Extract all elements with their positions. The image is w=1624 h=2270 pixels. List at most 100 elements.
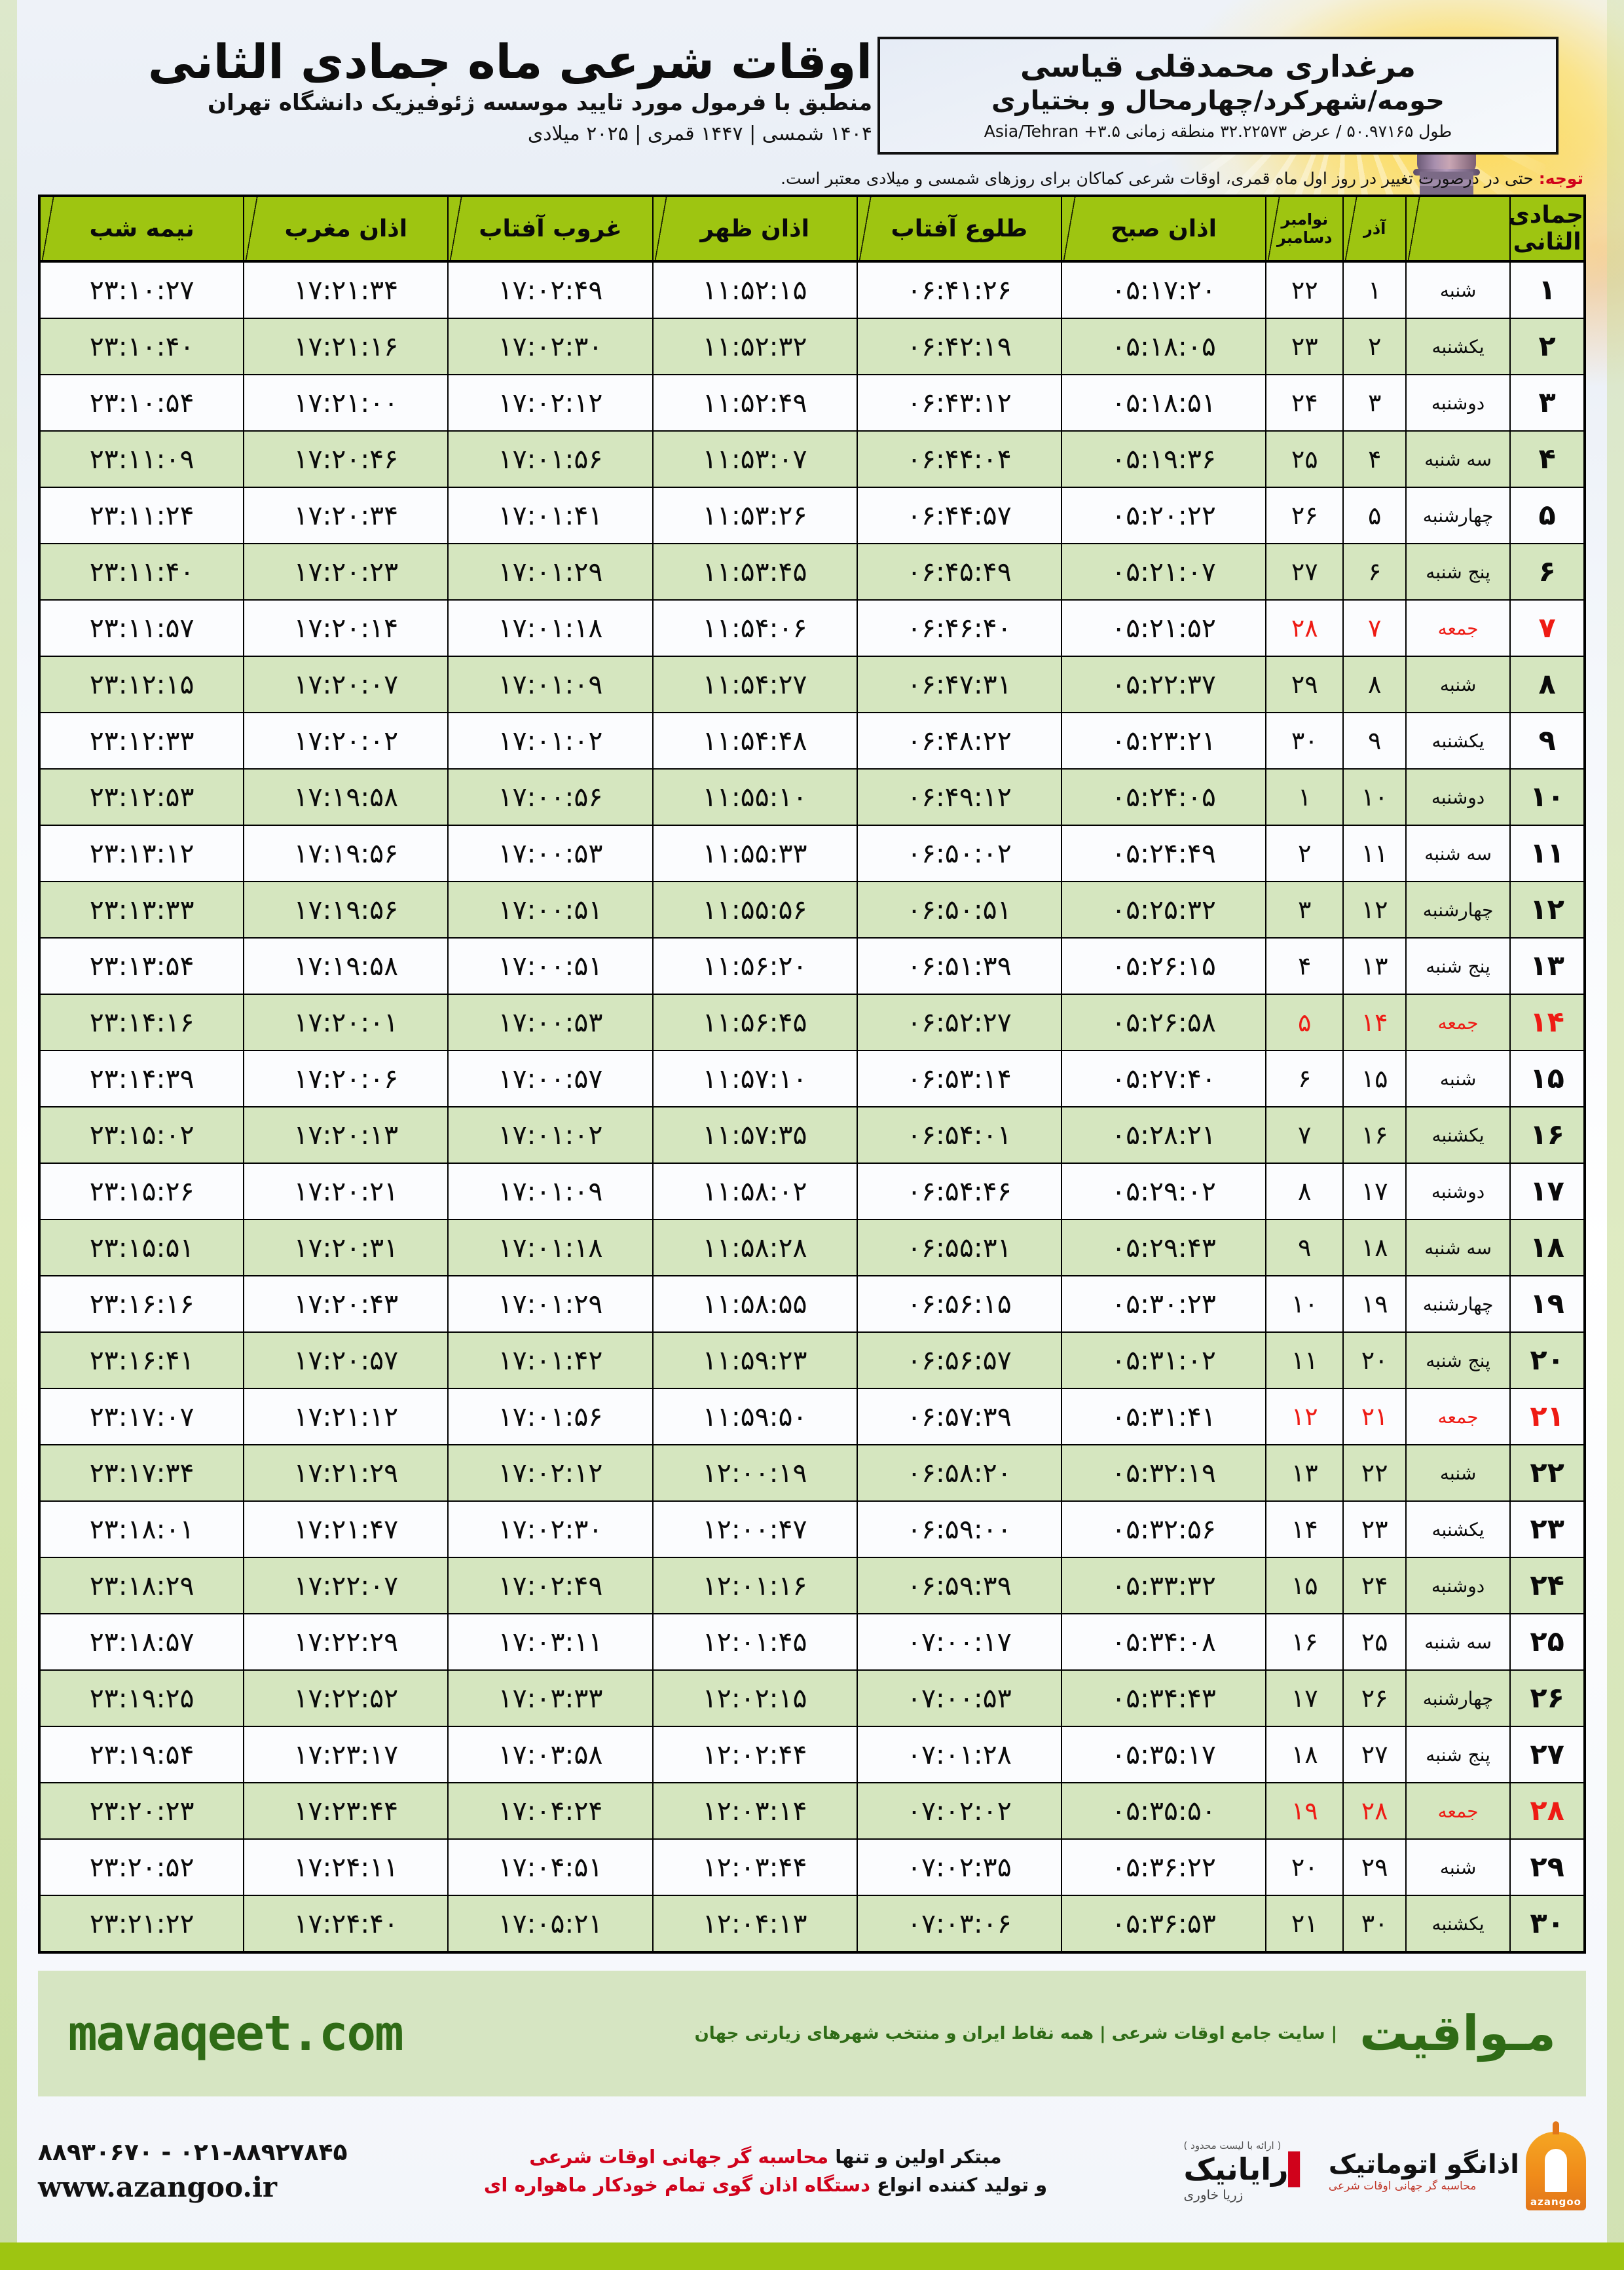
cell-gregorian-day: ۱۴: [1265, 1500, 1344, 1558]
cell-azar-day: ۲۳: [1342, 1500, 1407, 1558]
cell-midnight: ۲۳:۱۱:۴۰: [38, 543, 245, 601]
cell-maghrib: ۱۷:۲۴:۴۰: [243, 1895, 449, 1953]
cell-gregorian-day: ۲۵: [1265, 430, 1344, 488]
cell-weekday: شنبه: [1405, 656, 1511, 713]
cell-fajr: ۰۵:۱۸:۰۵: [1060, 318, 1267, 375]
cell-fajr: ۰۵:۲۸:۲۱: [1060, 1106, 1267, 1164]
cell-fajr: ۰۵:۱۷:۲۰: [1060, 261, 1267, 319]
cell-weekday: یکشنبه: [1405, 712, 1511, 770]
contact-website[interactable]: www.azangoo.ir: [38, 2171, 278, 2203]
cell-sunset: ۱۷:۰۰:۵۳: [447, 994, 654, 1051]
cell-sunset: ۱۷:۰۳:۵۸: [447, 1726, 654, 1783]
cell-midnight: ۲۳:۱۰:۴۰: [38, 318, 245, 375]
cell-sunrise: ۰۷:۰۳:۰۶: [856, 1895, 1062, 1953]
cell-maghrib: ۱۷:۲۰:۴۳: [243, 1275, 449, 1333]
location-info-box: مرغداری محمدقلی قیاسی حومه/شهرکرد/چهارمح…: [877, 37, 1559, 155]
cell-maghrib: ۱۷:۲۱:۰۰: [243, 374, 449, 432]
cell-sunrise: ۰۶:۴۲:۱۹: [856, 318, 1062, 375]
cell-maghrib: ۱۷:۲۱:۴۷: [243, 1500, 449, 1558]
cell-hijri-day: ۲۸: [1509, 1782, 1585, 1840]
cell-fajr: ۰۵:۲۱:۰۷: [1060, 543, 1267, 601]
cell-maghrib: ۱۷:۲۰:۰۷: [243, 656, 449, 713]
footer-logos: azangoo اذانگو اتوماتیک محاسبه گر جهانی …: [1184, 2121, 1586, 2210]
cell-gregorian-day: ۱۰: [1265, 1275, 1344, 1333]
prayer-times-table-wrapper: جمادی الثانی آذر نوامبر دسامبر اذان صبح …: [0, 195, 1624, 1954]
cell-azar-day: ۲۱: [1342, 1388, 1407, 1445]
cell-gregorian-day: ۱۸: [1265, 1726, 1344, 1783]
table-row: ۸ شنبه ۸ ۲۹ ۰۵:۲۲:۳۷ ۰۶:۴۷:۳۱ ۱۱:۵۴:۲۷ ۱۷:۰۱:۰۹…: [38, 656, 1585, 713]
cell-hijri-day: ۷: [1509, 599, 1585, 657]
cell-midnight: ۲۳:۱۴:۳۹: [38, 1050, 245, 1107]
cell-azar-day: ۲۲: [1342, 1444, 1407, 1502]
cell-hijri-day: ۲۰: [1509, 1331, 1585, 1389]
cell-sunrise: ۰۶:۵۹:۰۰: [856, 1500, 1062, 1558]
cell-sunrise: ۰۶:۵۶:۱۵: [856, 1275, 1062, 1333]
cell-dhuhr: ۱۱:۵۴:۰۶: [652, 599, 858, 657]
cell-azar-day: ۱۰: [1342, 768, 1407, 826]
cell-hijri-day: ۴: [1509, 430, 1585, 488]
cell-midnight: ۲۳:۱۰:۵۴: [38, 374, 245, 432]
cell-fajr: ۰۵:۳۴:۴۳: [1060, 1669, 1267, 1727]
cell-midnight: ۲۳:۱۲:۱۵: [38, 656, 245, 713]
cell-dhuhr: ۱۱:۵۲:۱۵: [652, 261, 858, 319]
cell-midnight: ۲۳:۱۰:۲۷: [38, 261, 245, 319]
cell-sunrise: ۰۷:۰۱:۲۸: [856, 1726, 1062, 1783]
cell-sunset: ۱۷:۰۲:۳۰: [447, 318, 654, 375]
cell-weekday: پنج شنبه: [1405, 937, 1511, 995]
cell-maghrib: ۱۷:۲۱:۱۲: [243, 1388, 449, 1445]
mavaqeet-url[interactable]: mavaqeet.com: [68, 2005, 404, 2062]
cell-sunset: ۱۷:۰۴:۲۴: [447, 1782, 654, 1840]
cell-hijri-day: ۲۵: [1509, 1613, 1585, 1671]
cell-sunset: ۱۷:۰۱:۰۹: [447, 1163, 654, 1220]
cell-sunset: ۱۷:۰۵:۲۱: [447, 1895, 654, 1953]
cell-hijri-day: ۲۹: [1509, 1838, 1585, 1896]
azangoo-logo-title: اذانگو اتوماتیک: [1328, 2149, 1520, 2180]
column-header-azar: آذر: [1342, 195, 1407, 263]
cell-dhuhr: ۱۱:۵۸:۰۲: [652, 1163, 858, 1220]
cell-gregorian-day: ۴: [1265, 937, 1344, 995]
cell-sunrise: ۰۶:۵۰:۰۲: [856, 825, 1062, 882]
cell-dhuhr: ۱۱:۵۹:۵۰: [652, 1388, 858, 1445]
cell-weekday: چهارشنبه: [1405, 1669, 1511, 1727]
cell-azar-day: ۴: [1342, 430, 1407, 488]
cell-weekday: جمعه: [1405, 1388, 1511, 1445]
cell-dhuhr: ۱۱:۵۴:۲۷: [652, 656, 858, 713]
cell-sunset: ۱۷:۰۲:۴۹: [447, 261, 654, 319]
table-row: ۱۵ شنبه ۱۵ ۶ ۰۵:۲۷:۴۰ ۰۶:۵۳:۱۴ ۱۱:۵۷:۱۰ ۱۷:۰۰:۵…: [38, 1050, 1585, 1107]
cell-sunrise: ۰۶:۴۳:۱۲: [856, 374, 1062, 432]
rayaneek-dot-icon: ▌: [1288, 2151, 1312, 2187]
cell-sunset: ۱۷:۰۳:۱۱: [447, 1613, 654, 1671]
cell-hijri-day: ۲۷: [1509, 1726, 1585, 1783]
cell-weekday: شنبه: [1405, 261, 1511, 319]
cell-hijri-day: ۱۴: [1509, 994, 1585, 1051]
cell-azar-day: ۱۱: [1342, 825, 1407, 882]
column-header-sunrise: طلوع آفتاب: [856, 195, 1062, 263]
cell-maghrib: ۱۷:۲۰:۰۶: [243, 1050, 449, 1107]
cell-azar-day: ۲: [1342, 318, 1407, 375]
cell-hijri-day: ۳۰: [1509, 1895, 1585, 1953]
cell-fajr: ۰۵:۲۴:۴۹: [1060, 825, 1267, 882]
note-label: توجه:: [1538, 169, 1583, 188]
rayaneek-logo: ( ارائه با لیست محدود ) ▌رایانیک زریا خا…: [1184, 2140, 1312, 2203]
cell-sunrise: ۰۷:۰۲:۰۲: [856, 1782, 1062, 1840]
table-row: ۹ یکشنبه ۹ ۳۰ ۰۵:۲۳:۲۱ ۰۶:۴۸:۲۲ ۱۱:۵۴:۴۸ ۱۷:۰۱:…: [38, 712, 1585, 770]
cell-dhuhr: ۱۲:۰۲:۴۴: [652, 1726, 858, 1783]
cell-hijri-day: ۲۱: [1509, 1388, 1585, 1445]
column-header-fajr: اذان صبح: [1060, 195, 1267, 263]
cell-midnight: ۲۳:۱۹:۵۴: [38, 1726, 245, 1783]
table-row: ۷ جمعه ۷ ۲۸ ۰۵:۲۱:۵۲ ۰۶:۴۶:۴۰ ۱۱:۵۴:۰۶ ۱۷:۰۱:۱۸…: [38, 599, 1585, 657]
cell-fajr: ۰۵:۳۵:۱۷: [1060, 1726, 1267, 1783]
cell-sunrise: ۰۶:۴۷:۳۱: [856, 656, 1062, 713]
cell-sunrise: ۰۶:۴۹:۱۲: [856, 768, 1062, 826]
cell-hijri-day: ۲۴: [1509, 1557, 1585, 1614]
cell-sunset: ۱۷:۰۲:۴۹: [447, 1557, 654, 1614]
cell-maghrib: ۱۷:۲۰:۳۴: [243, 487, 449, 544]
calendar-years: ۱۴۰۴ شمسی | ۱۴۴۷ قمری | ۲۰۲۵ میلادی: [527, 122, 872, 146]
important-note: توجه: حتی در درصورت تغییر در روز اول ماه…: [0, 164, 1624, 195]
cell-midnight: ۲۳:۱۷:۰۷: [38, 1388, 245, 1445]
cell-weekday: چهارشنبه: [1405, 1275, 1511, 1333]
cell-sunrise: ۰۶:۵۷:۳۹: [856, 1388, 1062, 1445]
cell-maghrib: ۱۷:۲۱:۲۹: [243, 1444, 449, 1502]
cell-gregorian-day: ۱۹: [1265, 1782, 1344, 1840]
cell-hijri-day: ۲۲: [1509, 1444, 1585, 1502]
